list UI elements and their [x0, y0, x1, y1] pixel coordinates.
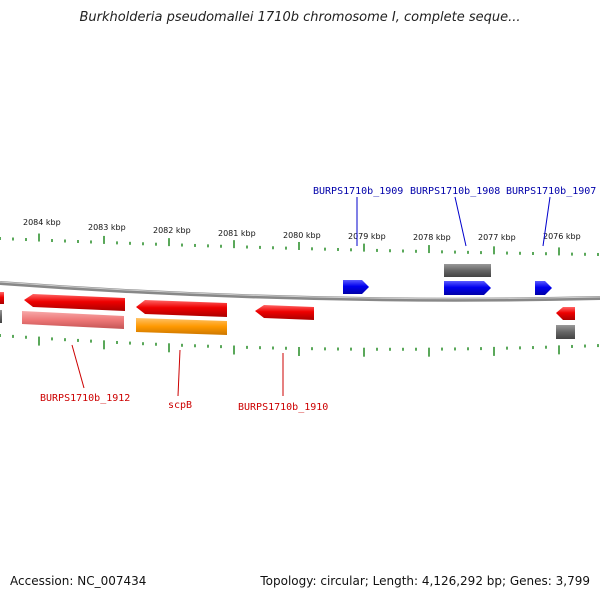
gene-scpB-region[interactable] [136, 300, 227, 317]
gene-label-BURPS1710b_1909[interactable]: BURPS1710b_1909 [313, 186, 403, 197]
leader-line [71, 344, 85, 389]
kbp-label: 2084 kbp [23, 218, 61, 227]
gene-right-edge[interactable] [556, 307, 575, 320]
kbp-label: 2076 kbp [543, 232, 581, 241]
gene-label-BURPS1710b_1912[interactable]: BURPS1710b_1912 [40, 393, 130, 404]
gene-label-BURPS1710b_1910[interactable]: BURPS1710b_1910 [238, 402, 328, 413]
map-title: Burkholderia pseudomallei 1710b chromoso… [79, 10, 521, 25]
leader-line [177, 349, 181, 397]
feature-gray-top[interactable] [444, 264, 491, 277]
kbp-label: 2079 kbp [348, 232, 386, 241]
kbp-label: 2081 kbp [218, 229, 256, 238]
scale-ticks-bottom [0, 334, 599, 357]
scale-ticks-top [0, 233, 599, 256]
forward-gene-labels: BURPS1710b_1909 BURPS1710b_1908 BURPS171… [313, 186, 596, 197]
reverse-genes [0, 292, 575, 320]
kbp-label: 2077 kbp [478, 233, 516, 242]
gene-BURPS1710b_1907[interactable] [535, 281, 552, 295]
gene-BURPS1710b_1908[interactable] [444, 281, 491, 295]
chromosome-backbone-highlight [0, 281, 600, 300]
forward-leaders [356, 196, 551, 247]
feature-gray-left[interactable] [0, 310, 2, 323]
forward-genes [343, 280, 552, 295]
feature-gray-bottom[interactable] [556, 325, 575, 339]
chromosome-backbone [0, 281, 600, 302]
gene-left-edge[interactable] [0, 292, 4, 304]
kbp-label: 2083 kbp [88, 223, 126, 232]
gene-label-scpB[interactable]: scpB [168, 400, 192, 411]
kbp-label: 2080 kbp [283, 231, 321, 240]
gene-BURPS1710b_1909[interactable] [343, 280, 369, 294]
gene-label-BURPS1710b_1907[interactable]: BURPS1710b_1907 [506, 186, 596, 197]
accession-text: Accession: NC_007434 [10, 574, 147, 588]
reverse-leaders [71, 344, 284, 397]
kbp-label: 2078 kbp [413, 233, 451, 242]
kbp-labels: 2084 kbp 2083 kbp 2082 kbp 2081 kbp 2080… [23, 218, 581, 242]
sequence-info-text: Topology: circular; Length: 4,126,292 bp… [260, 574, 590, 588]
gene-BURPS1710b_1912[interactable] [24, 294, 125, 311]
feature-pink[interactable] [22, 311, 124, 329]
leader-line [454, 196, 467, 247]
gene-BURPS1710b_1910[interactable] [255, 305, 314, 320]
reverse-gene-labels: BURPS1710b_1912 scpB BURPS1710b_1910 [40, 393, 328, 413]
feature-orange-scpB[interactable] [136, 318, 227, 335]
gene-label-BURPS1710b_1908[interactable]: BURPS1710b_1908 [410, 186, 500, 197]
kbp-label: 2082 kbp [153, 226, 191, 235]
leader-line [542, 196, 551, 247]
